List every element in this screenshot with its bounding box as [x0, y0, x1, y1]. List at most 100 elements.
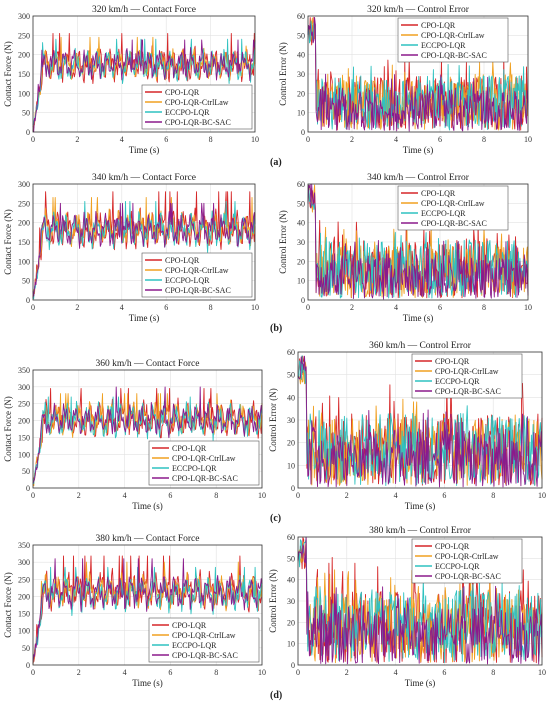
- y-tick-label: 50: [297, 199, 305, 208]
- y-tick-label: 0: [26, 661, 30, 670]
- x-tick-label: 2: [350, 135, 354, 144]
- y-tick-label: 0: [26, 296, 30, 305]
- series-line-3: [297, 537, 543, 663]
- y-tick-label: 60: [287, 348, 295, 357]
- y-tick-label: 0: [26, 128, 30, 137]
- x-tick-label: 4: [120, 135, 124, 144]
- series-line-4: [297, 536, 543, 665]
- legend-label: ECCPO-LQR: [165, 276, 210, 285]
- legend-label: CPO-LQR-CtrlLaw: [165, 98, 229, 107]
- y-tick-label: 150: [18, 70, 30, 79]
- x-tick-label: 8: [491, 668, 495, 677]
- y-tick-label: 30: [297, 70, 305, 79]
- y-tick-label: 50: [297, 31, 305, 40]
- series-line-4: [32, 558, 263, 664]
- y-tick-label: 200: [18, 417, 30, 426]
- y-axis-label: Control Error (N): [278, 210, 288, 273]
- x-tick-label: 10: [524, 303, 532, 312]
- panel-label-c: (c): [270, 513, 282, 524]
- legend-label: CPO-LQR: [165, 88, 200, 97]
- chart-title: 340 km/h — Contact Force: [92, 173, 196, 183]
- axes-frame: [32, 544, 263, 666]
- x-tick-label: 0: [31, 135, 35, 144]
- x-tick-label: 10: [538, 668, 546, 677]
- x-tick-label: 0: [296, 491, 300, 500]
- y-axis-label: Control Error (N): [268, 569, 278, 632]
- legend-label: CPO-LQR-BC-SAC: [165, 286, 231, 295]
- axes-frame: [307, 15, 529, 133]
- legend-label: CPO-LQR-CtrlLaw: [172, 454, 236, 463]
- legend: CPO-LQRCPO-LQR-CtrlLawECCPO-LQRCPO-LQR-B…: [397, 17, 509, 63]
- y-tick-label: 40: [297, 51, 305, 60]
- x-tick-label: 6: [438, 135, 442, 144]
- y-tick-label: 10: [287, 461, 295, 470]
- x-tick-label: 10: [524, 135, 532, 144]
- chart-6: 0 10 20 30 40 50 60 0 2 4 6 8 10 360 km/h — Control E…: [268, 341, 546, 511]
- y-tick-label: 10: [287, 640, 295, 649]
- y-tick-label: 200: [18, 219, 30, 228]
- x-tick-label: 4: [120, 303, 124, 312]
- y-tick-label: 50: [287, 371, 295, 380]
- axes-frame: [307, 183, 529, 301]
- y-tick-label: 250: [18, 575, 30, 584]
- legend: CPO-LQRCPO-LQR-CtrlLawECCPO-LQRCPO-LQR-B…: [141, 84, 253, 130]
- series-line-4: [297, 355, 543, 488]
- axes-frame: [32, 369, 263, 489]
- y-tick-label: 250: [18, 400, 30, 409]
- series-line-4: [32, 39, 256, 133]
- y-tick-label: 60: [297, 12, 305, 21]
- y-tick-label: 0: [301, 296, 305, 305]
- x-tick-label: 6: [438, 303, 442, 312]
- series-line-4: [32, 386, 263, 484]
- y-tick-label: 200: [18, 51, 30, 60]
- legend-label: CPO-LQR: [421, 189, 456, 198]
- legend-label: CPO-LQR-CtrlLaw: [435, 552, 499, 561]
- y-axis-label: Contact Force (N): [3, 41, 13, 106]
- legend-label: CPO-LQR-BC-SAC: [172, 651, 238, 660]
- x-tick-label: 4: [394, 303, 398, 312]
- x-axis-label: Time (s): [129, 145, 159, 155]
- x-tick-label: 8: [214, 668, 218, 677]
- y-tick-label: 20: [297, 89, 305, 98]
- legend-label: CPO-LQR-BC-SAC: [435, 572, 501, 581]
- chart-2: 0 10 20 30 40 50 60 0 2 4 6 8 10 320 km/h — Control E…: [278, 5, 532, 155]
- y-tick-label: 50: [22, 277, 30, 286]
- y-tick-label: 50: [22, 109, 30, 118]
- x-tick-label: 4: [394, 135, 398, 144]
- y-tick-label: 0: [291, 484, 295, 493]
- y-tick-label: 350: [18, 366, 30, 375]
- x-tick-label: 6: [164, 135, 168, 144]
- series-line-3: [297, 355, 543, 486]
- chart-title: 340 km/h — Control Error: [367, 173, 470, 183]
- legend-label: CPO-LQR-BC-SAC: [421, 51, 487, 60]
- series-line-4: [307, 17, 529, 132]
- series-line-3: [32, 566, 263, 660]
- y-tick-label: 20: [287, 439, 295, 448]
- x-axis-label: Time (s): [403, 313, 433, 323]
- y-tick-label: 350: [18, 541, 30, 550]
- y-tick-label: 50: [22, 467, 30, 476]
- x-tick-label: 0: [296, 668, 300, 677]
- y-tick-label: 60: [287, 533, 295, 542]
- y-axis-label: Contact Force (N): [3, 396, 13, 461]
- x-axis-label: Time (s): [403, 145, 433, 155]
- y-tick-label: 300: [18, 180, 30, 189]
- y-tick-label: 30: [287, 597, 295, 606]
- x-tick-label: 10: [538, 491, 546, 500]
- y-tick-label: 50: [22, 644, 30, 653]
- x-tick-label: 2: [345, 668, 349, 677]
- legend-label: CPO-LQR: [165, 256, 200, 265]
- chart-title: 360 km/h — Control Error: [369, 341, 472, 351]
- y-tick-label: 150: [18, 610, 30, 619]
- legend-label: CPO-LQR-BC-SAC: [165, 118, 231, 127]
- y-tick-label: 40: [287, 393, 295, 402]
- x-tick-label: 4: [123, 491, 127, 500]
- y-tick-label: 30: [297, 238, 305, 247]
- axes-frame: [297, 536, 543, 666]
- series-line-4: [307, 183, 529, 300]
- chart-title: 320 km/h — Control Error: [367, 5, 470, 15]
- series-line-4: [32, 202, 256, 297]
- x-tick-label: 2: [75, 135, 79, 144]
